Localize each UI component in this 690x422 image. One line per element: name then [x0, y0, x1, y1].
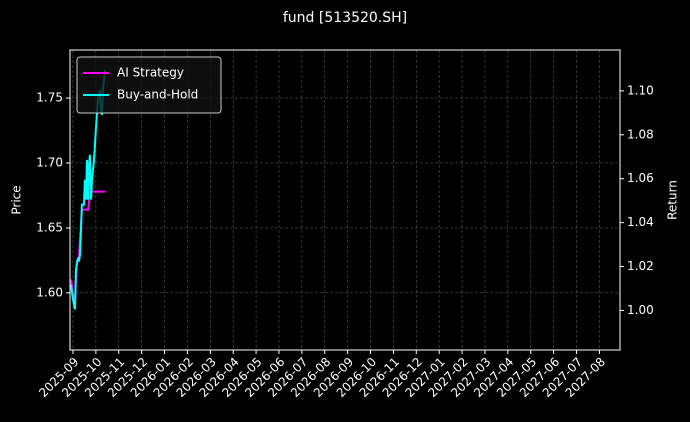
y-tick-label: 1.65: [36, 220, 63, 234]
legend-box: [76, 56, 222, 114]
plot-frame: [69, 49, 621, 351]
y2-tick-label: 1.10: [627, 83, 654, 97]
y-tick-label: 1.75: [36, 91, 63, 105]
y2-tick-label: 1.00: [627, 303, 654, 317]
legend-label: AI Strategy: [117, 66, 184, 80]
y2-tick-label: 1.04: [627, 215, 654, 229]
y-axis-label: Price: [10, 185, 24, 214]
y-tick-label: 1.60: [36, 285, 63, 299]
legend-label: Buy-and-Hold: [117, 88, 198, 102]
y2-tick-label: 1.08: [627, 127, 654, 141]
y2-axis-label: Return: [666, 180, 680, 220]
y2-tick-label: 1.06: [627, 171, 654, 185]
y2-tick-label: 1.02: [627, 259, 654, 273]
chart-title: fund [513520.SH]: [283, 10, 407, 26]
y-tick-label: 1.70: [36, 155, 63, 169]
